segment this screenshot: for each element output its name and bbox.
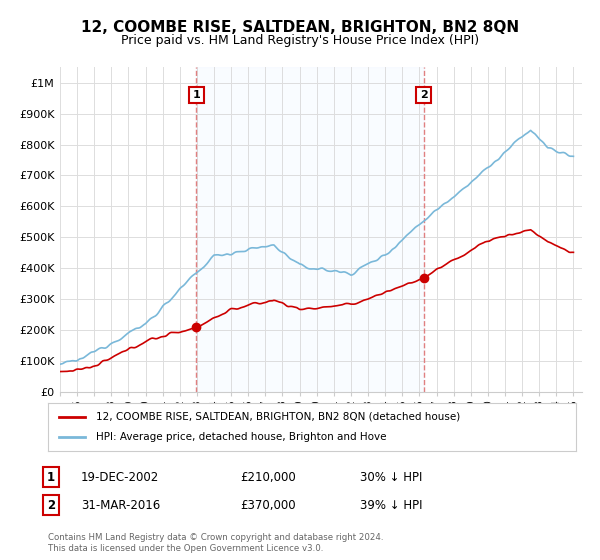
Text: 31-MAR-2016: 31-MAR-2016 xyxy=(81,498,160,512)
Text: £370,000: £370,000 xyxy=(240,498,296,512)
Text: 12, COOMBE RISE, SALTDEAN, BRIGHTON, BN2 8QN: 12, COOMBE RISE, SALTDEAN, BRIGHTON, BN2… xyxy=(81,20,519,35)
Text: 2: 2 xyxy=(47,498,55,512)
Text: 1: 1 xyxy=(47,470,55,484)
Text: HPI: Average price, detached house, Brighton and Hove: HPI: Average price, detached house, Brig… xyxy=(95,432,386,442)
Text: Contains HM Land Registry data © Crown copyright and database right 2024.
This d: Contains HM Land Registry data © Crown c… xyxy=(48,533,383,553)
Text: 1: 1 xyxy=(193,90,200,100)
Bar xyxy=(196,67,424,392)
Text: 12, COOMBE RISE, SALTDEAN, BRIGHTON, BN2 8QN (detached house): 12, COOMBE RISE, SALTDEAN, BRIGHTON, BN2… xyxy=(95,412,460,422)
Text: Price paid vs. HM Land Registry's House Price Index (HPI): Price paid vs. HM Land Registry's House … xyxy=(121,34,479,46)
Text: 19-DEC-2002: 19-DEC-2002 xyxy=(81,470,159,484)
Text: 2: 2 xyxy=(420,90,428,100)
Text: £210,000: £210,000 xyxy=(240,470,296,484)
Text: 30% ↓ HPI: 30% ↓ HPI xyxy=(360,470,422,484)
Text: 39% ↓ HPI: 39% ↓ HPI xyxy=(360,498,422,512)
